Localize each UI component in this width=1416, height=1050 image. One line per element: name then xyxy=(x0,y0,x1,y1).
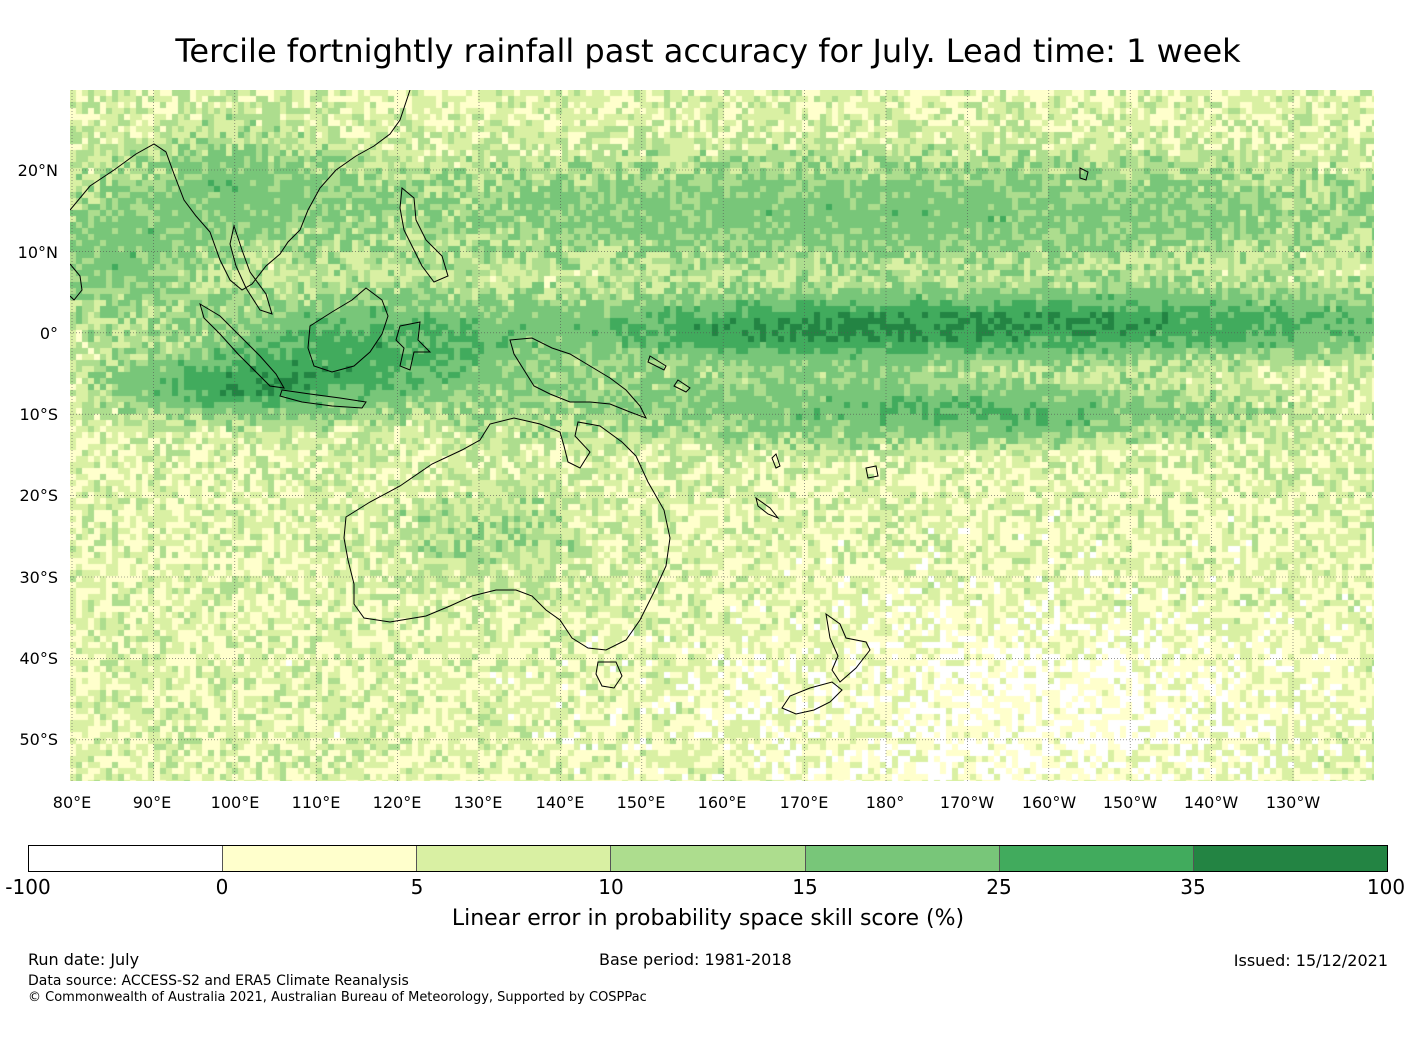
lon-label-150w: 150°W xyxy=(1102,793,1158,812)
lon-label-150e: 150°E xyxy=(616,793,666,812)
lat-label-10s: 10°S xyxy=(19,405,58,424)
lat-label-40s: 40°S xyxy=(19,649,58,668)
colorbar-tick: 35 xyxy=(1180,875,1206,899)
lon-label-120e: 120°E xyxy=(372,793,422,812)
coastlines xyxy=(70,90,1089,715)
lat-label-20n: 20°N xyxy=(17,161,58,180)
new-zealand-north-coastline xyxy=(825,612,871,683)
vanuatu-coastline xyxy=(771,453,781,469)
philippines-coastline xyxy=(399,187,449,283)
chart-title: Tercile fortnightly rainfall past accura… xyxy=(175,32,1241,70)
colorbar-segment xyxy=(611,846,806,871)
colorbar-segment xyxy=(29,846,224,871)
colorbar-tick: 25 xyxy=(986,875,1012,899)
skill-map xyxy=(70,90,1374,781)
colorbar-label: Linear error in probability space skill … xyxy=(451,906,965,931)
base-period: Base period: 1981-2018 xyxy=(599,950,792,969)
lon-label-170e: 170°E xyxy=(779,793,829,812)
new-caledonia-coastline xyxy=(755,496,780,520)
colorbar-tick: 100 xyxy=(1366,875,1406,899)
asia-mainland-coastline xyxy=(70,90,411,291)
lat-label-10n: 10°N xyxy=(17,243,58,262)
colorbar xyxy=(28,845,1388,872)
colorbar-tick: 15 xyxy=(792,875,818,899)
lon-label-130e: 130°E xyxy=(453,793,503,812)
lat-label-30s: 30°S xyxy=(19,568,58,587)
solomon-islands-coastline xyxy=(647,355,691,393)
lon-label-110e: 110°E xyxy=(291,793,341,812)
lat-label-20s: 20°S xyxy=(19,486,58,505)
colorbar-segment xyxy=(1193,846,1387,871)
colorbar-tick: 10 xyxy=(598,875,624,899)
colorbar-tick: 0 xyxy=(215,875,229,899)
colorbar-segment xyxy=(999,846,1194,871)
tasmania-coastline xyxy=(595,661,623,689)
colorbar-segment xyxy=(805,846,1000,871)
sulawesi-coastline xyxy=(395,321,432,371)
australia-coastline xyxy=(343,417,671,651)
lon-label-90e: 90°E xyxy=(132,793,172,812)
india-tip-coastline xyxy=(70,263,83,301)
colorbar-tick: -100 xyxy=(5,875,51,899)
new-guinea-coastline xyxy=(509,337,648,419)
lon-label-140w: 140°W xyxy=(1183,793,1239,812)
lat-label-0: 0° xyxy=(39,324,58,343)
lon-label-130w: 130°W xyxy=(1265,793,1321,812)
lat-label-50s: 50°S xyxy=(19,730,58,749)
lon-label-170w: 170°W xyxy=(939,793,995,812)
data-source: Data source: ACCESS-S2 and ERA5 Climate … xyxy=(28,973,409,989)
graticule-lines xyxy=(70,90,1374,781)
borneo-coastline xyxy=(307,287,389,373)
lon-label-80e: 80°E xyxy=(52,793,92,812)
malay-peninsula-coastline xyxy=(229,224,273,315)
new-zealand-south-coastline xyxy=(781,681,843,715)
copyright: © Commonwealth of Australia 2021, Austra… xyxy=(28,990,647,1005)
java-coastline xyxy=(279,389,367,409)
colorbar-segment xyxy=(223,846,418,871)
coastline-graticule-overlay xyxy=(70,90,1374,781)
sumatra-coastline xyxy=(199,302,285,389)
skill-heatmap xyxy=(70,90,1374,781)
fiji-coastline xyxy=(865,465,879,479)
colorbar-segment xyxy=(417,846,612,871)
colorbar-tick: 5 xyxy=(410,875,424,899)
issued-date: Issued: 15/12/2021 xyxy=(1233,951,1388,970)
lon-label-160e: 160°E xyxy=(697,793,747,812)
lon-label-140e: 140°E xyxy=(535,793,585,812)
lon-label-180: 180° xyxy=(865,793,905,812)
lon-label-100e: 100°E xyxy=(210,793,260,812)
lon-label-160w: 160°W xyxy=(1021,793,1077,812)
hawaii-coastline xyxy=(1079,167,1089,181)
run-date: Run date: July xyxy=(28,950,140,969)
